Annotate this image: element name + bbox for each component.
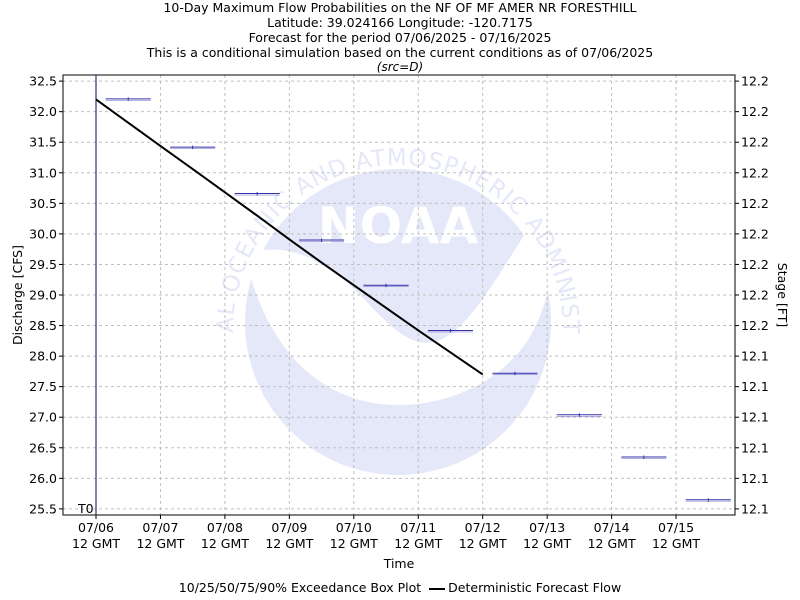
x-tick-date: 07/07 bbox=[142, 520, 178, 535]
grid-lines bbox=[63, 75, 735, 515]
x-tick-time: 12 GMT bbox=[394, 536, 442, 551]
x-tick-date: 07/10 bbox=[336, 520, 372, 535]
x-tick-time: 12 GMT bbox=[330, 536, 378, 551]
x-tick-time: 12 GMT bbox=[265, 536, 313, 551]
y-tick-label: 30.0 bbox=[29, 226, 57, 241]
y2-tick-label: 12.2 bbox=[741, 318, 769, 333]
chart-location: Latitude: 39.024166 Longitude: -120.7175 bbox=[267, 15, 533, 30]
legend: 10/25/50/75/90% Exceedance Box Plot Dete… bbox=[0, 580, 800, 595]
y-tick-label: 26.5 bbox=[29, 440, 57, 455]
y2-tick-label: 12.1 bbox=[741, 440, 769, 455]
y-tick-label: 26.0 bbox=[29, 471, 57, 486]
x-tick-time: 12 GMT bbox=[136, 536, 184, 551]
y2-tick-label: 12.1 bbox=[741, 410, 769, 425]
chart-titles: 10-Day Maximum Flow Probabilities on the… bbox=[0, 0, 800, 75]
y2-tick-label: 12.2 bbox=[741, 74, 769, 89]
x-tick-date: 07/14 bbox=[594, 520, 630, 535]
deterministic-series bbox=[95, 98, 484, 376]
y2-tick-label: 12.1 bbox=[741, 471, 769, 486]
chart-note: This is a conditional simulation based o… bbox=[146, 45, 654, 60]
y-axis-title: Discharge [CFS] bbox=[10, 245, 25, 345]
y2-tick-label: 12.2 bbox=[741, 196, 769, 211]
chart-title: 10-Day Maximum Flow Probabilities on the… bbox=[163, 0, 637, 15]
y-tick-label: 28.5 bbox=[29, 318, 57, 333]
y-tick-label: 32.5 bbox=[29, 74, 57, 89]
watermark-bird bbox=[245, 200, 554, 405]
x-tick-date: 07/06 bbox=[78, 520, 114, 535]
y-tick-label: 28.0 bbox=[29, 349, 57, 364]
y2-axis-ticks: 12.1 12.1 12.1 12.1 12.1 12.1 12.2 12.2 12.2 12.2… bbox=[735, 74, 769, 516]
y2-axis-title: Stage [FT] bbox=[775, 263, 790, 327]
y-tick-label: 31.5 bbox=[29, 135, 57, 150]
y2-tick-label: 12.1 bbox=[741, 501, 769, 516]
chart-source: (src=D) bbox=[376, 60, 424, 74]
y2-tick-label: 12.1 bbox=[741, 379, 769, 394]
y-tick-label: 32.0 bbox=[29, 104, 57, 119]
watermark-logo-text: NOAA bbox=[318, 197, 479, 255]
y2-tick-label: 12.2 bbox=[741, 226, 769, 241]
y2-tick-label: 12.2 bbox=[741, 165, 769, 180]
x-axis-title: Time bbox=[383, 556, 415, 571]
boxplot-series bbox=[105, 97, 731, 502]
y-tick-label: 31.0 bbox=[29, 165, 57, 180]
y2-tick-label: 12.2 bbox=[741, 104, 769, 119]
x-tick-date: 07/11 bbox=[400, 520, 436, 535]
y-tick-label: 27.0 bbox=[29, 410, 57, 425]
y2-tick-label: 12.2 bbox=[741, 135, 769, 150]
x-tick-time: 12 GMT bbox=[72, 536, 120, 551]
x-tick-time: 12 GMT bbox=[588, 536, 636, 551]
y2-tick-label: 12.2 bbox=[741, 257, 769, 272]
legend-line-swatch bbox=[429, 587, 446, 590]
y-tick-label: 25.5 bbox=[29, 501, 57, 516]
legend-line-label: Deterministic Forecast Flow bbox=[448, 580, 622, 595]
deterministic-line bbox=[95, 98, 484, 376]
x-tick-date: 07/12 bbox=[465, 520, 501, 535]
y2-tick-label: 12.2 bbox=[741, 288, 769, 303]
watermark-disc bbox=[245, 169, 551, 475]
y-tick-label: 27.5 bbox=[29, 379, 57, 394]
x-tick-date: 07/09 bbox=[271, 520, 307, 535]
x-tick-date: 07/08 bbox=[207, 520, 243, 535]
y2-tick-label: 12.1 bbox=[741, 349, 769, 364]
y-axis-ticks: 25.5 26.0 26.5 27.0 27.5 28.0 28.5 29.0 29.5 30.0… bbox=[29, 74, 63, 516]
x-tick-time: 12 GMT bbox=[652, 536, 700, 551]
x-tick-time: 12 GMT bbox=[459, 536, 507, 551]
y-tick-label: 29.0 bbox=[29, 288, 57, 303]
t0-label: T0 bbox=[77, 501, 94, 516]
x-tick-time: 12 GMT bbox=[523, 536, 571, 551]
x-tick-time: 12 GMT bbox=[201, 536, 249, 551]
legend-boxplot-label: 10/25/50/75/90% Exceedance Box Plot bbox=[178, 580, 422, 595]
y-tick-label: 30.5 bbox=[29, 196, 57, 211]
x-tick-date: 07/15 bbox=[658, 520, 694, 535]
chart-period: Forecast for the period 07/06/2025 - 07/… bbox=[248, 30, 552, 45]
x-tick-date: 07/13 bbox=[529, 520, 565, 535]
y-tick-label: 29.5 bbox=[29, 257, 57, 272]
